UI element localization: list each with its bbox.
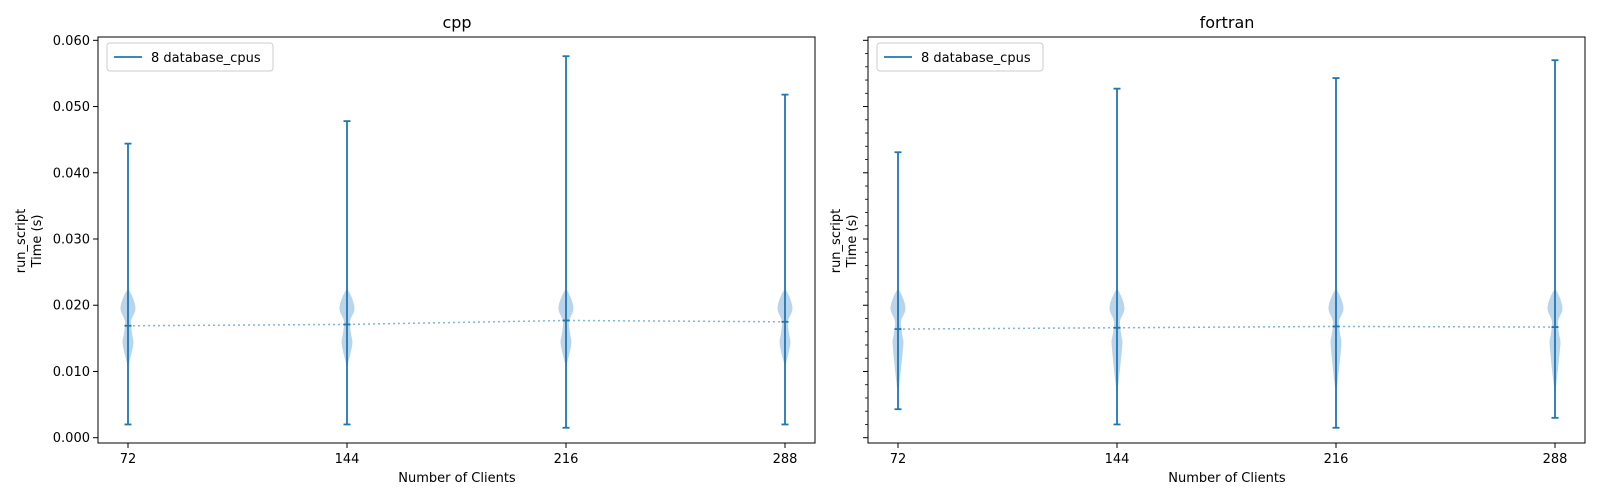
cpp-legend-box — [106, 42, 274, 72]
fortran-ylabel-line2: Time (s) — [845, 215, 860, 269]
fortran-legend-label: 8 database_cpus — [921, 51, 1031, 66]
cpp-ytick-label: 0.040 — [53, 166, 90, 181]
fortran-xtick-label: 288 — [1543, 452, 1568, 467]
cpp-title: cpp — [442, 13, 471, 32]
cpp-ytick-label: 0.000 — [53, 431, 90, 446]
cpp-xtick-label: 144 — [335, 452, 360, 467]
fortran-panel: fortran Number of Clients run_script Tim… — [829, 13, 1586, 486]
cpp-xtick-label: 72 — [120, 452, 137, 467]
cpp-axes-frame — [97, 36, 816, 444]
fortran-legend: 8 database_cpus — [876, 42, 1044, 72]
cpp-xlabel: Number of Clients — [398, 471, 516, 486]
cpp-legend-label: 8 database_cpus — [151, 51, 261, 66]
cpp-legend: 8 database_cpus — [106, 42, 274, 72]
fortran-axes-frame — [867, 36, 1586, 444]
fortran-xtick-label: 216 — [1324, 452, 1349, 467]
cpp-xtick-label: 216 — [554, 452, 579, 467]
fortran-xtick-label: 72 — [890, 452, 907, 467]
fortran-mean-trend-line — [897, 325, 1556, 330]
cpp-ylabel-line2: Time (s) — [30, 215, 45, 269]
fortran-xlabel: Number of Clients — [1168, 471, 1286, 486]
cpp-mean-trend-line — [127, 319, 786, 327]
fortran-xtick-label: 144 — [1105, 452, 1130, 467]
cpp-ytick-label: 0.020 — [53, 299, 90, 314]
cpp-ylabel-line1: run_script — [14, 209, 29, 274]
fortran-ylabel-line1: run_script — [829, 209, 844, 274]
fortran-title: fortran — [1200, 13, 1255, 32]
cpp-ytick-label: 0.030 — [53, 233, 90, 248]
cpp-ytick-label: 0.050 — [53, 100, 90, 115]
cpp-xtick-label: 288 — [773, 452, 798, 467]
cpp-ytick-label: 0.010 — [53, 365, 90, 380]
cpp-panel: cpp Number of Clients run_script Time (s… — [14, 13, 816, 486]
cpp-ytick-label: 0.060 — [53, 34, 90, 49]
fortran-legend-box — [876, 42, 1044, 72]
